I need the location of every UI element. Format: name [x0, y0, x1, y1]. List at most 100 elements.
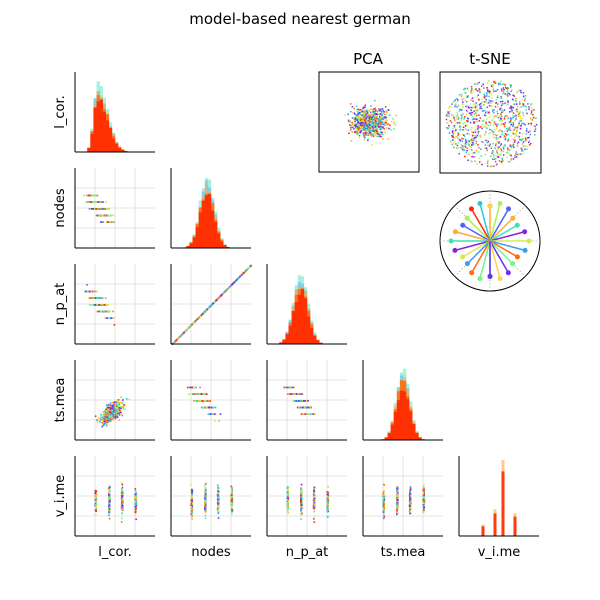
- scatter-point: [383, 499, 386, 502]
- embedding-point: [353, 117, 356, 120]
- scatter-point: [104, 214, 106, 217]
- scatter-point: [115, 401, 117, 403]
- scatter-point: [91, 290, 94, 293]
- scatter-point: [284, 386, 286, 389]
- scatter-point: [118, 407, 121, 409]
- scatter-point: [108, 508, 111, 510]
- scatter-point: [382, 509, 385, 512]
- scatter-point: [194, 400, 196, 402]
- scatter-point: [115, 407, 118, 410]
- embedding-point: [350, 130, 352, 132]
- scatter-point: [191, 488, 193, 491]
- embedding-point: [377, 132, 379, 134]
- scatter-point: [121, 508, 124, 511]
- scatter-point: [112, 413, 114, 416]
- embedding-point: [366, 121, 368, 123]
- scatter-point: [383, 496, 385, 499]
- scatter-point: [106, 419, 108, 422]
- histogram-panel-0: [74, 72, 155, 153]
- scatter-point: [110, 418, 113, 421]
- scatter-point: [134, 505, 137, 507]
- scatter-point: [409, 503, 411, 506]
- scatter-point: [102, 418, 105, 420]
- embedding-point: [393, 122, 395, 124]
- embedding-point: [363, 117, 365, 120]
- scatter-point: [217, 487, 220, 489]
- scatter-point: [121, 512, 124, 515]
- scatter-point: [212, 406, 214, 409]
- embedding-point: [358, 120, 361, 123]
- embedding-point: [379, 131, 382, 133]
- embedding-point: [354, 119, 356, 121]
- embedding-point: [364, 132, 366, 135]
- embedding-point: [367, 109, 369, 112]
- scatter-point: [231, 493, 233, 495]
- scatter-point: [196, 318, 199, 320]
- scatter-point: [99, 201, 102, 203]
- scatter-point: [186, 386, 189, 389]
- embedding-point: [353, 112, 356, 114]
- embedding-point: [368, 113, 371, 116]
- scatter-point: [109, 406, 111, 409]
- y-label-n-p-at: n_p_at: [53, 283, 68, 326]
- scatter-point: [108, 208, 110, 210]
- embedding-point: [369, 115, 371, 117]
- histogram-bar: [189, 243, 193, 248]
- scatter-point: [116, 412, 119, 415]
- scatter-point: [101, 297, 104, 299]
- scatter-point: [205, 496, 207, 498]
- scatter-point: [109, 417, 111, 420]
- embedding-point: [370, 133, 372, 136]
- tsne-title: t-SNE: [469, 50, 511, 68]
- scatter-point: [230, 489, 233, 492]
- scatter-point: [95, 194, 97, 197]
- scatter-point: [217, 498, 220, 500]
- histogram-spike: [493, 513, 497, 536]
- scatter-point: [313, 492, 316, 495]
- scatter-point: [313, 486, 316, 489]
- scatter-point: [113, 221, 115, 223]
- scatter-point: [96, 297, 99, 299]
- scatter-point: [88, 304, 91, 306]
- scatter-point: [94, 498, 97, 501]
- embedding-point: [357, 124, 360, 127]
- scatter-point: [313, 500, 315, 503]
- scatter-panel: [266, 456, 347, 537]
- scatter-point: [116, 405, 119, 408]
- scatter-point: [122, 406, 125, 408]
- embedding-point: [359, 118, 361, 120]
- scatter-point: [327, 497, 329, 500]
- scatter-point: [102, 416, 105, 418]
- embedding-point: [369, 123, 372, 125]
- scatter-point: [211, 406, 213, 409]
- scatter-point: [95, 506, 97, 508]
- embedding-point: [367, 138, 369, 140]
- pca-panel: [318, 71, 420, 173]
- scatter-point: [409, 492, 412, 495]
- scatter-point: [232, 282, 234, 285]
- scatter-point: [108, 489, 111, 491]
- scatter-point: [300, 506, 302, 509]
- scatter-point: [111, 405, 114, 408]
- scatter-point: [108, 492, 111, 495]
- scatter-point: [107, 408, 110, 411]
- scatter-point: [102, 214, 104, 217]
- embedding-point: [365, 123, 367, 126]
- scatter-point: [313, 497, 316, 500]
- scatter-point: [107, 310, 110, 313]
- embedding-point: [382, 126, 385, 128]
- scatter-point: [217, 484, 219, 487]
- embedding-point: [379, 118, 381, 121]
- x-label-ts-mea: ts.mea: [381, 545, 426, 560]
- scatter-point: [134, 496, 137, 499]
- scatter-point: [217, 489, 219, 492]
- embedding-point: [365, 134, 367, 137]
- scatter-point: [98, 310, 100, 313]
- embedding-point: [359, 131, 362, 134]
- scatter-point: [93, 290, 96, 293]
- histogram-bar: [102, 111, 106, 152]
- scatter-point: [286, 500, 289, 503]
- scatter-point: [95, 290, 98, 293]
- embedding-point: [374, 124, 377, 126]
- scatter-point: [286, 501, 289, 504]
